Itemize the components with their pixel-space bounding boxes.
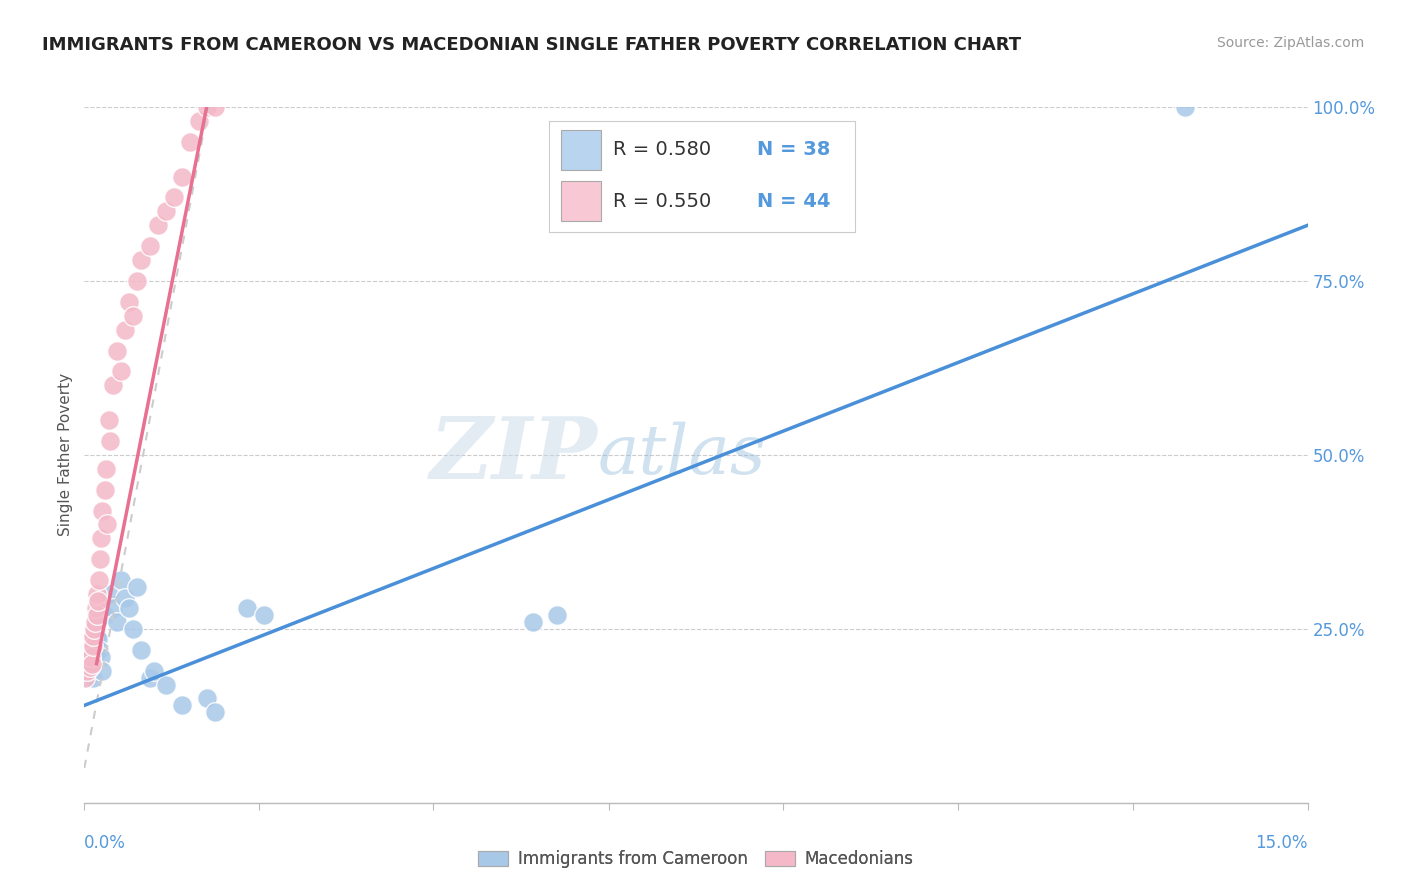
Point: [118, 601, 141, 615]
Point: [80, 636, 103, 650]
Point: [91, 503, 114, 517]
Point: [86, 587, 108, 601]
Point: [118, 294, 141, 309]
Point: [131, 253, 153, 268]
Point: [77, 636, 100, 650]
Point: [80, 657, 103, 671]
Point: [87, 594, 110, 608]
Point: [93, 483, 115, 497]
Point: [82, 639, 104, 653]
Point: [83, 657, 105, 671]
Point: [82, 646, 104, 660]
Point: [84, 615, 107, 629]
Point: [122, 309, 145, 323]
Point: [163, 190, 186, 204]
Point: [83, 622, 105, 636]
Point: [236, 601, 259, 615]
Point: [79, 660, 101, 674]
Point: [86, 629, 108, 643]
Point: [101, 601, 124, 615]
Point: [86, 607, 108, 622]
Point: [101, 378, 124, 392]
Point: [155, 204, 177, 219]
Point: [179, 135, 201, 149]
Text: atlas: atlas: [598, 422, 766, 488]
Point: [86, 615, 108, 629]
Point: [138, 239, 160, 253]
Point: [127, 580, 149, 594]
Point: [110, 364, 132, 378]
Point: [75, 671, 97, 685]
Point: [76, 653, 98, 667]
Point: [73, 657, 96, 671]
Point: [75, 649, 97, 664]
Point: [77, 660, 100, 674]
Point: [75, 657, 97, 671]
Point: [187, 114, 209, 128]
Point: [97, 413, 120, 427]
Point: [172, 169, 194, 184]
Point: [522, 615, 544, 629]
Point: [122, 622, 145, 636]
Point: [76, 671, 98, 685]
Point: [80, 649, 103, 664]
Text: ZIP: ZIP: [430, 413, 598, 497]
Point: [114, 591, 136, 605]
Point: [77, 642, 100, 657]
Point: [84, 601, 107, 615]
Point: [195, 691, 218, 706]
Point: [204, 706, 226, 720]
Point: [90, 649, 112, 664]
Point: [87, 642, 110, 657]
Point: [195, 100, 218, 114]
Text: IMMIGRANTS FROM CAMEROON VS MACEDONIAN SINGLE FATHER POVERTY CORRELATION CHART: IMMIGRANTS FROM CAMEROON VS MACEDONIAN S…: [42, 36, 1021, 54]
Point: [90, 532, 112, 546]
Point: [96, 462, 118, 476]
Point: [114, 323, 136, 337]
Legend: Immigrants from Cameroon, Macedonians: Immigrants from Cameroon, Macedonians: [471, 843, 921, 874]
Text: 0.0%: 0.0%: [84, 834, 127, 852]
Point: [138, 671, 160, 685]
Point: [105, 615, 128, 629]
Y-axis label: Single Father Poverty: Single Father Poverty: [58, 374, 73, 536]
Point: [82, 671, 104, 685]
Text: Source: ZipAtlas.com: Source: ZipAtlas.com: [1216, 36, 1364, 50]
Point: [96, 517, 118, 532]
Point: [131, 642, 153, 657]
Point: [204, 100, 226, 114]
Point: [93, 607, 115, 622]
Point: [97, 587, 120, 601]
Point: [546, 607, 568, 622]
Point: [127, 274, 149, 288]
Point: [253, 607, 276, 622]
Point: [87, 573, 110, 587]
Point: [100, 434, 122, 448]
Point: [155, 677, 177, 691]
Text: 15.0%: 15.0%: [1256, 834, 1308, 852]
Point: [87, 632, 110, 647]
Point: [76, 664, 98, 678]
Point: [89, 552, 111, 566]
Point: [146, 219, 169, 233]
Point: [142, 664, 165, 678]
Point: [82, 629, 104, 643]
Point: [91, 664, 114, 678]
Point: [172, 698, 194, 713]
Point: [110, 573, 132, 587]
Point: [79, 649, 101, 664]
Point: [84, 642, 107, 657]
Point: [77, 642, 100, 657]
Point: [1174, 100, 1197, 114]
Point: [105, 343, 128, 358]
Point: [80, 653, 103, 667]
